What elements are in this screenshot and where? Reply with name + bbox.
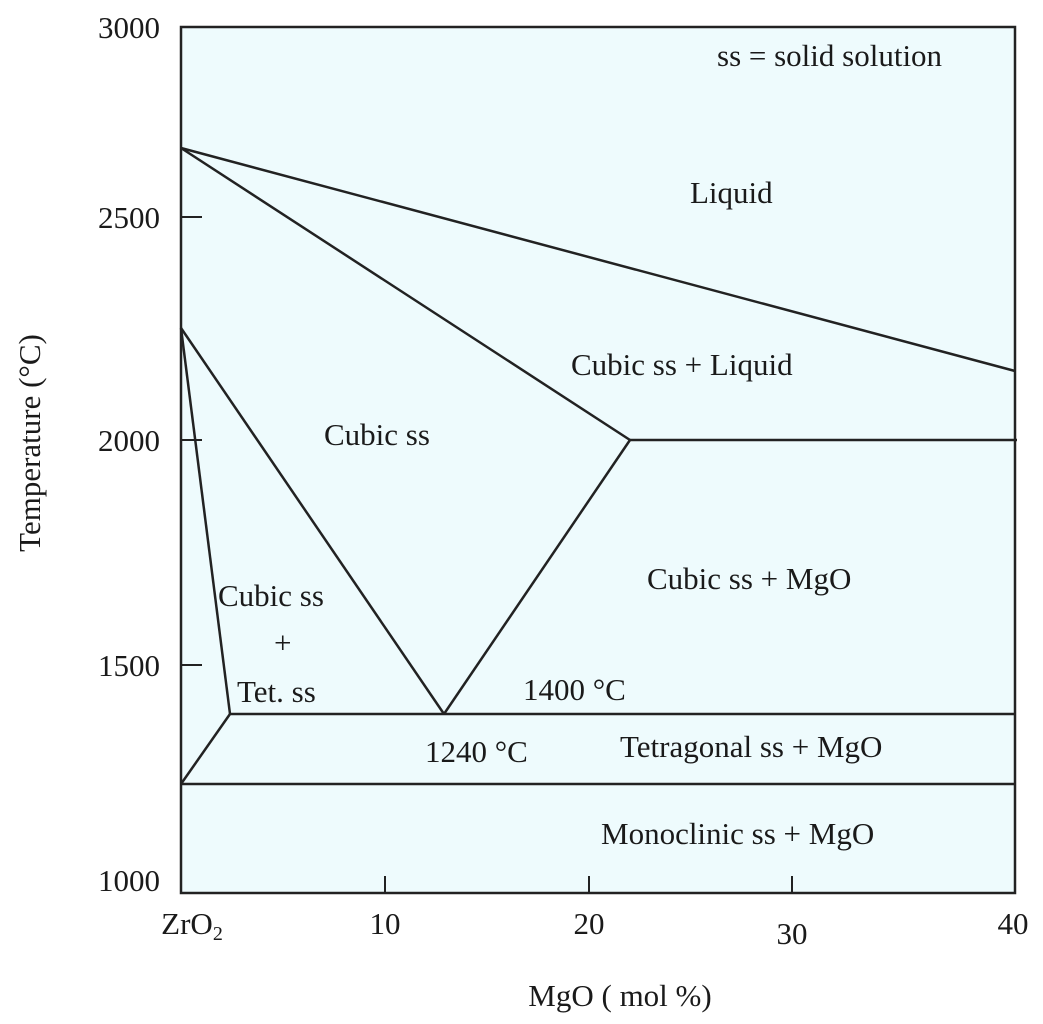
cubic-tet-right-line <box>179 327 446 715</box>
solidus-line <box>180 146 631 442</box>
legend-note: ss = solid solution <box>717 38 943 73</box>
region-liquid: Liquid <box>690 175 773 210</box>
x-tick-zro2-subscript: 2 <box>212 923 223 945</box>
y-tick-2500: 2500 <box>98 200 160 235</box>
region-cubic-tet-plus: + <box>274 625 292 660</box>
y-tick-marks <box>181 216 202 666</box>
x-tick-40: 40 <box>997 906 1029 941</box>
region-cubic-mgo: Cubic ss + MgO <box>647 561 852 596</box>
x-tick-20: 20 <box>573 906 605 941</box>
x-tick-30: 30 <box>776 916 808 951</box>
annotation-1240c: 1240 °C <box>425 734 528 769</box>
phase-boundaries <box>179 146 1017 786</box>
x-tick-zro2: ZrO2 <box>161 908 223 944</box>
y-axis-label: Temperature (°C) <box>12 334 47 552</box>
cubic-tet-left-line <box>179 327 232 715</box>
x-tick-10: 10 <box>369 906 401 941</box>
region-tet-mgo: Tetragonal ss + MgO <box>620 729 883 764</box>
plot-area <box>179 25 1017 895</box>
y-tick-3000: 3000 <box>98 10 160 45</box>
cubic-solvus-line <box>442 439 632 715</box>
y-tick-1500: 1500 <box>98 648 160 683</box>
region-cubic: Cubic ss <box>324 417 430 452</box>
region-cubic-liquid: Cubic ss + Liquid <box>571 347 793 382</box>
annotation-1400c: 1400 °C <box>523 672 626 707</box>
x-axis-label: MgO ( mol %) <box>528 978 712 1013</box>
y-tick-1000: 1000 <box>98 863 160 898</box>
x-tick-marks <box>384 876 793 893</box>
region-mono-mgo: Monoclinic ss + MgO <box>601 816 875 851</box>
x-tick-zro2-main: ZrO <box>161 906 213 941</box>
liquidus-line <box>180 146 1016 373</box>
y-tick-2000: 2000 <box>98 423 160 458</box>
region-cubic-tet-line1: Cubic ss <box>218 578 324 613</box>
tet-mono-line <box>179 713 232 785</box>
region-cubic-tet-line3: Tet. ss <box>237 674 316 709</box>
